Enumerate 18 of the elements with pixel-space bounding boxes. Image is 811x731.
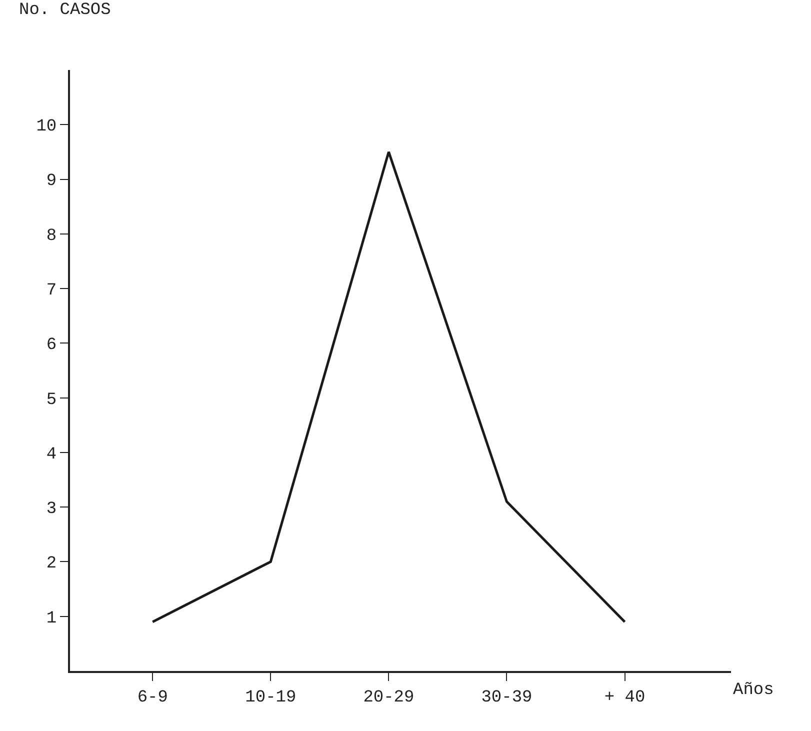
y-tick-label: 5 <box>46 390 57 410</box>
x-tick-label: 10-19 <box>245 688 296 708</box>
x-tick-label: 6-9 <box>137 688 168 708</box>
x-axis-title: Años <box>733 681 774 700</box>
y-tick-label: 1 <box>46 609 57 628</box>
y-tick-label: 7 <box>46 282 57 300</box>
y-axis-title: No. CASOS <box>19 1 111 20</box>
y-tick-label: 9 <box>46 172 57 192</box>
y-tick-label: 8 <box>46 226 57 246</box>
y-tick-label: 6 <box>46 336 57 356</box>
x-tick-label: 20-29 <box>363 688 414 708</box>
line-series <box>151 150 626 624</box>
y-tick-label: 4 <box>46 445 57 464</box>
x-tick-label: 30-39 <box>481 688 532 708</box>
y-tick-label: 2 <box>46 554 57 574</box>
x-tick-label: + 40 <box>604 688 646 708</box>
y-tick-label: 10 <box>36 118 57 137</box>
y-tick-label: 3 <box>46 500 57 520</box>
